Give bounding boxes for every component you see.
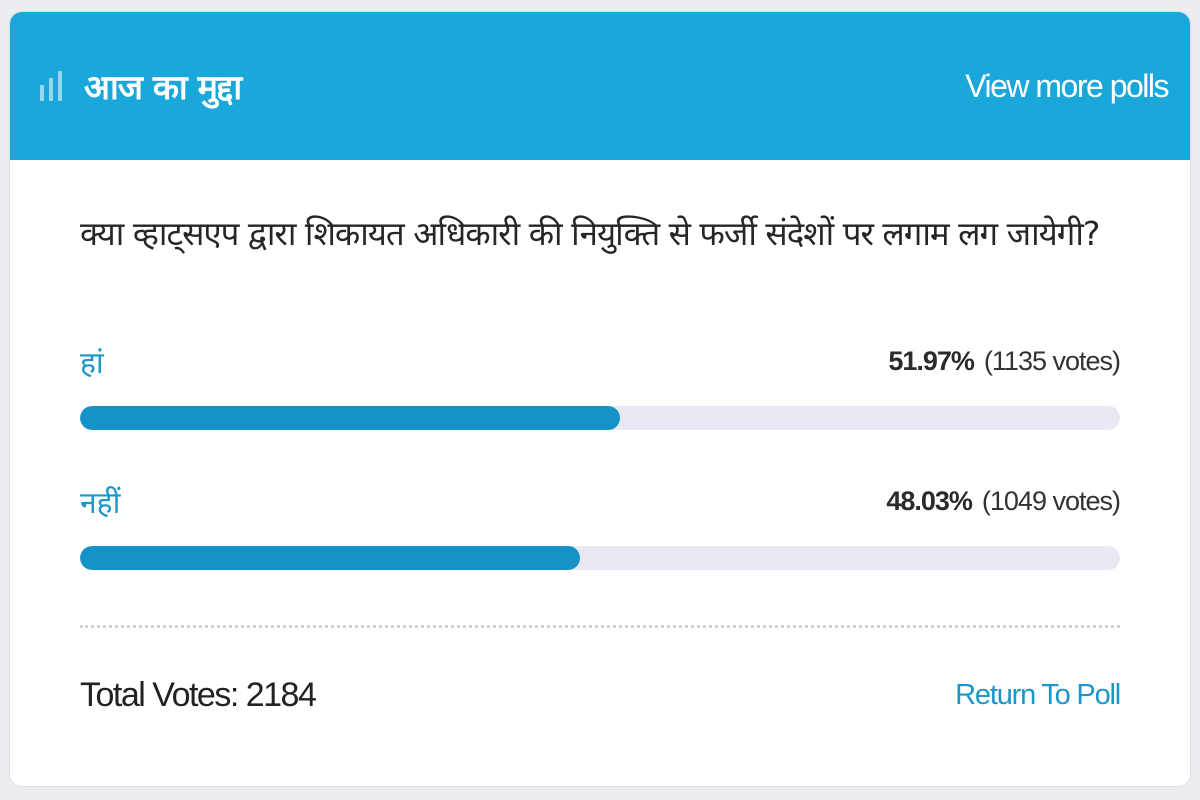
option-label: हां (80, 345, 104, 381)
header-left: आज का मुद्दा (40, 63, 242, 109)
option-row: नहीं 48.03% (1049 votes) (80, 480, 1121, 522)
view-more-polls-link[interactable]: View more polls (965, 67, 1169, 104)
return-to-poll-link[interactable]: Return To Poll (955, 679, 1121, 711)
result-bar-track (80, 406, 1120, 430)
option-percent: 51.97% (888, 345, 975, 376)
result-bar-fill (80, 406, 621, 430)
option-votes: (1049 votes) (981, 485, 1121, 516)
poll-question: क्या व्हाट्सएप द्वारा शिकायत अधिकारी की … (80, 214, 1100, 253)
poll-footer: Total Votes: 2184 Return To Poll (80, 676, 1121, 715)
dotted-divider (80, 625, 1120, 628)
poll-section-title: आज का मुद्दा (84, 68, 242, 108)
result-bar-track (80, 546, 1120, 570)
option-percent: 48.03% (886, 485, 973, 516)
option-stats: 48.03% (1049 votes) (886, 485, 1121, 517)
total-votes: Total Votes: 2184 (80, 676, 317, 714)
poll-card: आज का मुद्दा View more polls क्या व्हाट्… (10, 12, 1190, 786)
poll-option-no: नहीं 48.03% (1049 votes) (80, 480, 1121, 570)
option-stats: 51.97% (1135 votes) (888, 345, 1121, 377)
poll-bars-icon (40, 71, 62, 101)
poll-header: आज का मुद्दा View more polls (10, 12, 1190, 160)
result-bar-fill (80, 546, 580, 570)
option-votes: (1135 votes) (983, 345, 1121, 376)
poll-option-yes: हां 51.97% (1135 votes) (80, 340, 1121, 430)
option-label: नहीं (80, 485, 121, 521)
option-row: हां 51.97% (1135 votes) (80, 340, 1121, 382)
